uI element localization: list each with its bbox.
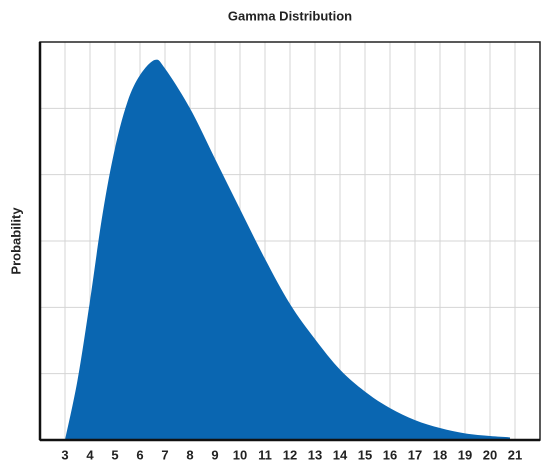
x-tick-label: 7	[161, 447, 168, 462]
x-tick-label: 12	[283, 447, 297, 462]
x-tick-label: 18	[433, 447, 447, 462]
x-tick-label: 14	[333, 447, 348, 462]
x-tick-label: 4	[86, 447, 94, 462]
x-tick-label: 21	[508, 447, 522, 462]
x-tick-label: 19	[458, 447, 472, 462]
x-tick-label: 13	[308, 447, 322, 462]
x-tick-label: 11	[258, 447, 272, 462]
chart-title: Gamma Distribution	[228, 8, 352, 23]
x-tick-label: 8	[186, 447, 193, 462]
x-tick-label: 3	[61, 447, 68, 462]
x-tick-label: 17	[408, 447, 422, 462]
x-tick-label: 15	[358, 447, 372, 462]
x-tick-label: 10	[233, 447, 247, 462]
x-tick-label: 20	[483, 447, 497, 462]
x-tick-label: 6	[136, 447, 143, 462]
y-axis-label: Probability	[8, 207, 23, 275]
x-tick-label: 5	[111, 447, 118, 462]
area	[65, 59, 510, 441]
x-tick-label: 9	[211, 447, 218, 462]
x-tick-label: 16	[383, 447, 397, 462]
